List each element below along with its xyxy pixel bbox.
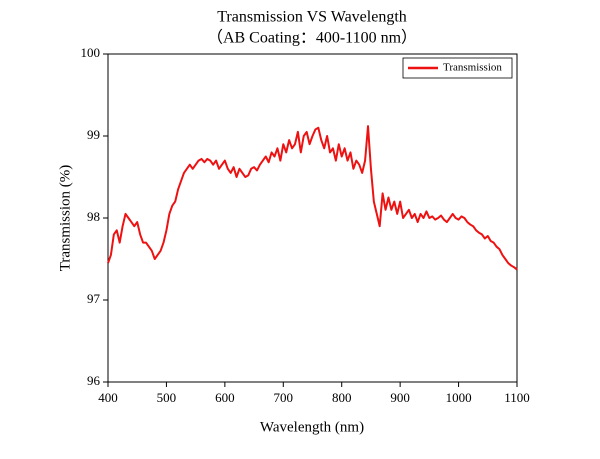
data-line [107,125,518,271]
legend-box [402,57,513,79]
x-axis-title: Wavelength (nm) [260,419,364,435]
y-tick-label: 97 [87,291,101,306]
x-tick-label: 1000 [446,390,472,405]
x-tick-label: 400 [98,390,118,405]
y-tick-label: 100 [81,45,101,60]
y-tick-label: 98 [87,209,100,224]
y-tick-label: 99 [87,127,100,142]
legend-label: Transmission [443,62,502,74]
x-tick-label: 500 [157,390,177,405]
chart-title: Transmission VS Wavelength [217,9,407,26]
y-tick-label: 96 [87,373,101,388]
y-axis-title: Transmission (%) [57,165,73,272]
x-tick-label: 900 [390,390,410,405]
x-tick-label: 600 [215,390,235,405]
x-tick-label: 800 [332,390,352,405]
x-tick-label: 1100 [504,390,530,405]
x-tick-label: 700 [274,390,294,405]
chart-subtitle: （AB Coating：400-1100 nm） [207,29,417,47]
